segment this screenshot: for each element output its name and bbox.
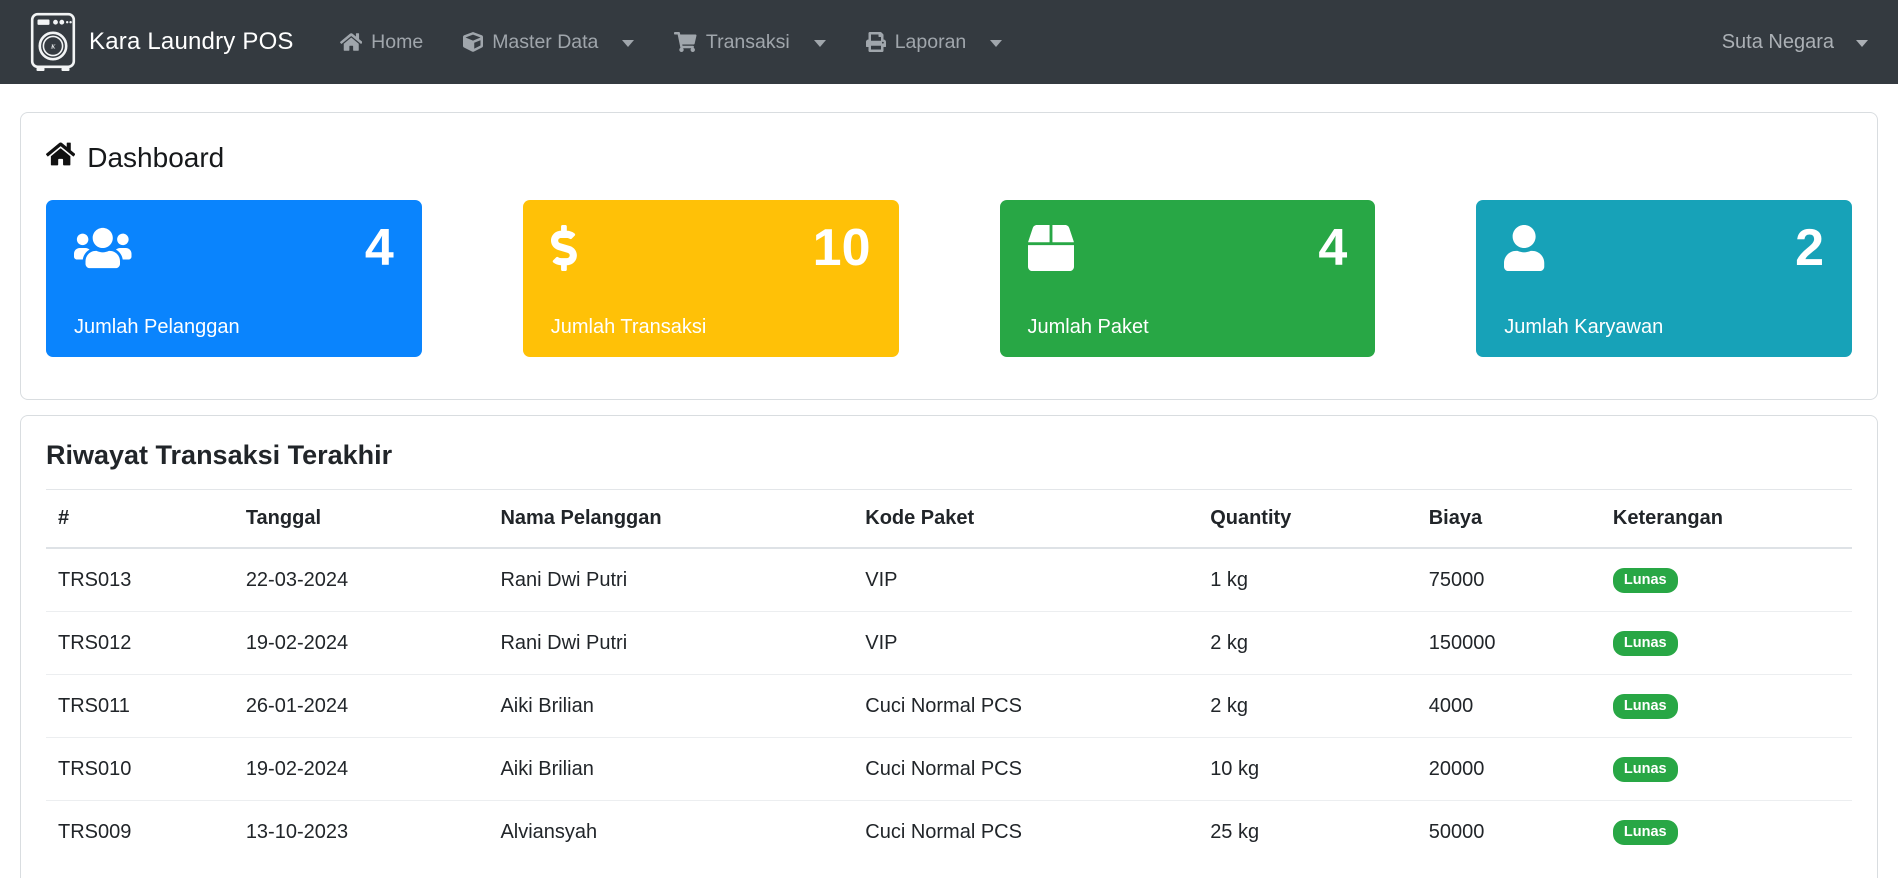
cell-keterangan: Lunas	[1600, 800, 1852, 863]
cell-nama-pelanggan: Aiki Brilian	[488, 737, 854, 801]
cell-kode-paket: Cuci Normal PCS	[853, 800, 1199, 863]
cell-transaction-id: TRS010	[46, 737, 234, 801]
page-title-text: Dashboard	[87, 141, 225, 173]
home-icon	[339, 32, 363, 52]
chevron-down-icon	[1856, 40, 1868, 47]
users-icon	[74, 225, 132, 271]
box-icon	[1027, 225, 1074, 271]
table-row: TRS009 13-10-2023 Alviansyah Cuci Normal…	[46, 800, 1852, 863]
cell-nama-pelanggan: Rani Dwi Putri	[488, 611, 854, 675]
home-icon	[45, 141, 76, 174]
cube-icon	[463, 32, 484, 52]
cell-transaction-id: TRS013	[58, 568, 132, 591]
stat-card: 4 Jumlah Paket	[999, 200, 1376, 357]
cart-icon	[674, 32, 697, 52]
stat-card: 4 Jumlah Pelanggan	[46, 200, 422, 357]
cell-biaya: 150000	[1416, 611, 1601, 675]
status-badge: Lunas	[1612, 756, 1678, 782]
status-badge: Lunas	[1612, 819, 1678, 845]
cell-kode-paket: Cuci Normal PCS	[853, 737, 1199, 801]
nav-item-master-data[interactable]: Master Data	[443, 0, 654, 84]
stat-value: 2	[1795, 219, 1824, 277]
table-row: TRS010 19-02-2024 Aiki Brilian Cuci Norm…	[46, 737, 1852, 801]
cell-tanggal: 22-03-2024	[245, 568, 349, 591]
cell-nama-pelanggan: Rani Dwi Putri	[500, 568, 628, 591]
cell-nama-pelanggan: Aiki Brilian	[488, 674, 854, 738]
dashboard-panel: Dashboard 4 Jumlah Pelanggan 10 Jumlah T…	[20, 112, 1878, 400]
stat-value: 10	[812, 219, 871, 277]
transactions-table: # Tanggal Nama Pelanggan Kode Paket Quan…	[46, 489, 1852, 863]
cell-quantity: 2 kg	[1198, 674, 1417, 738]
cell-keterangan: Lunas	[1600, 611, 1852, 675]
stat-value: 4	[1318, 219, 1348, 277]
cell-keterangan: Lunas	[1601, 548, 1852, 612]
cell-transaction-id: TRS009	[46, 800, 234, 863]
cell-keterangan: Lunas	[1600, 674, 1852, 738]
nav-item-laporan[interactable]: Laporan	[846, 0, 1023, 84]
nav-item-transaksi[interactable]: Transaksi	[654, 0, 845, 84]
user-name: Suta Negara	[1721, 30, 1834, 53]
cell-quantity: 10 kg	[1198, 737, 1417, 801]
user-menu[interactable]: Suta Negara	[1722, 31, 1868, 54]
cell-kode-paket: VIP	[853, 611, 1199, 675]
chevron-down-icon	[990, 40, 1003, 47]
cell-transaction-id: TRS011	[46, 674, 234, 738]
cell-nama-pelanggan: Alviansyah	[488, 800, 854, 863]
column-header: Biaya	[1416, 489, 1601, 549]
washing-machine-icon: K	[30, 12, 76, 72]
cell-tanggal: 19-02-2024	[233, 737, 489, 801]
stat-card: 2 Jumlah Karyawan	[1476, 200, 1852, 357]
chevron-down-icon	[813, 40, 826, 47]
stat-value: 4	[364, 219, 394, 277]
transactions-title: Riwayat Transaksi Terakhir	[46, 440, 393, 470]
cell-biaya: 50000	[1416, 800, 1601, 863]
table-row: TRS011 26-01-2024 Aiki Brilian Cuci Norm…	[46, 674, 1852, 738]
cell-keterangan: Lunas	[1600, 737, 1852, 801]
cell-transaction-id: TRS012	[46, 611, 234, 675]
table-row: TRS012 19-02-2024 Rani Dwi Putri VIP 2 k…	[46, 611, 1852, 675]
cell-quantity: 2 kg	[1198, 611, 1417, 675]
cell-biaya: 75000	[1428, 568, 1485, 591]
status-badge: Lunas	[1612, 630, 1678, 656]
brand-title: Kara Laundry POS	[89, 28, 294, 55]
stat-cards: 4 Jumlah Pelanggan 10 Jumlah Transaksi 4…	[46, 200, 1852, 357]
cell-tanggal: 13-10-2023	[233, 800, 489, 863]
transactions-panel: Riwayat Transaksi Terakhir # Tanggal Nam…	[20, 415, 1878, 878]
status-badge: Lunas	[1612, 567, 1678, 593]
column-header: Nama Pelanggan	[488, 489, 854, 549]
cell-biaya: 20000	[1416, 737, 1601, 801]
table-row: TRS013 22-03-2024 Rani Dwi Putri VIP 1 k…	[46, 548, 1852, 612]
top-navbar: K Kara Laundry POS Home Master Data Tran…	[0, 0, 1898, 84]
dollar-icon	[550, 225, 577, 271]
chevron-down-icon	[622, 40, 635, 47]
column-header: Tanggal	[233, 489, 489, 549]
cell-quantity: 25 kg	[1198, 800, 1417, 863]
cell-biaya: 4000	[1416, 674, 1601, 738]
svg-text:K: K	[50, 44, 56, 51]
stat-label: Jumlah Paket	[1027, 316, 1149, 338]
column-header: Kode Paket	[853, 489, 1199, 549]
stat-label: Jumlah Pelanggan	[74, 316, 240, 338]
cell-tanggal: 19-02-2024	[233, 611, 489, 675]
column-header: Quantity	[1198, 489, 1417, 549]
column-header: #	[46, 489, 234, 549]
user-icon	[1504, 225, 1545, 271]
table-header-row: # Tanggal Nama Pelanggan Kode Paket Quan…	[46, 489, 1852, 549]
brand[interactable]: K Kara Laundry POS	[30, 12, 294, 72]
printer-icon	[865, 32, 886, 52]
status-badge: Lunas	[1612, 693, 1678, 719]
cell-kode-paket: VIP	[865, 568, 898, 591]
nav-item-home[interactable]: Home	[320, 0, 444, 84]
column-header: Keterangan	[1600, 489, 1852, 549]
stat-label: Jumlah Karyawan	[1504, 316, 1664, 338]
main-nav: Home Master Data Transaksi Laporan	[320, 0, 1023, 84]
stat-card: 10 Jumlah Transaksi	[522, 200, 899, 357]
cell-tanggal: 26-01-2024	[233, 674, 489, 738]
stat-label: Jumlah Transaksi	[550, 316, 707, 338]
page-title: Dashboard	[45, 141, 1852, 174]
cell-kode-paket: Cuci Normal PCS	[853, 674, 1199, 738]
cell-quantity: 1 kg	[1210, 568, 1248, 591]
